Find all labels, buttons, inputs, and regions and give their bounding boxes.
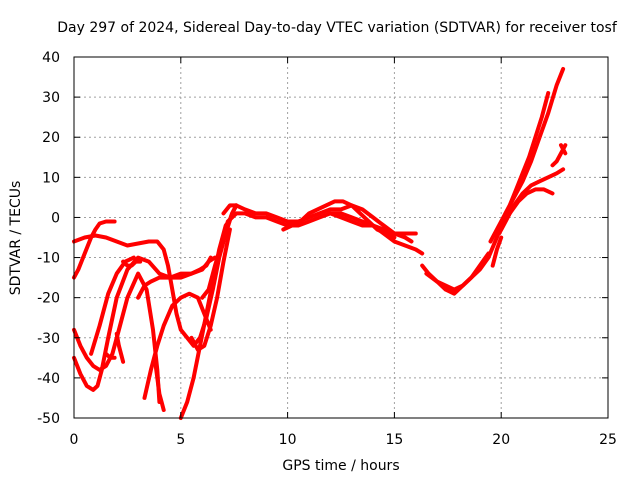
x-tick-label: 20 (492, 432, 510, 448)
series-track-z (490, 235, 504, 268)
series-track-t (424, 67, 566, 292)
series-track-p (225, 211, 425, 256)
series-track-f (121, 259, 143, 268)
x-tick-label: 25 (599, 432, 617, 448)
x-tick-label: 5 (176, 432, 185, 448)
chart-title: Day 297 of 2024, Sidereal Day-to-day VTE… (57, 20, 618, 36)
y-tick-label: 20 (42, 130, 60, 146)
series-track-y (559, 143, 568, 156)
y-tick-label: -20 (37, 291, 60, 307)
series-track-d (72, 271, 162, 404)
y-axis-label: SDTVAR / TECUs (8, 181, 24, 296)
series-track-o (221, 203, 414, 244)
series-track-n (200, 203, 239, 300)
y-tick-label: 10 (42, 170, 60, 186)
x-tick-label: 0 (70, 432, 79, 448)
series-layer (72, 67, 568, 420)
series-track-i (136, 255, 213, 300)
y-tick-label: -40 (37, 371, 60, 387)
series-track-h (114, 331, 126, 364)
series-track-c (72, 219, 117, 280)
series-track-w (499, 187, 555, 232)
y-tick-label: 0 (51, 210, 60, 226)
y-tick-label: -10 (37, 251, 60, 267)
y-tick-label: -30 (37, 331, 60, 347)
y-tick-label: 30 (42, 90, 60, 106)
x-axis-label: GPS time / hours (282, 458, 399, 474)
series-track-m (189, 227, 232, 352)
y-tick-label: 40 (42, 50, 60, 66)
series-track-k (153, 359, 166, 412)
series-track-g (104, 351, 117, 360)
series-track-v (497, 167, 566, 236)
plot-frame (73, 56, 609, 419)
series-track-e (89, 255, 136, 356)
x-tick-label: 10 (279, 432, 297, 448)
series-track-u (488, 91, 551, 244)
y-tick-label: -50 (37, 411, 60, 427)
grid-layer (74, 57, 608, 418)
x-tick-label: 15 (385, 432, 403, 448)
tick-layer: 0 5 10 15 20 25 -50 -40 -30 -20 -10 0 10 20 30 40 (37, 50, 617, 448)
series-track-j (142, 291, 213, 400)
series-track-r (328, 211, 418, 236)
